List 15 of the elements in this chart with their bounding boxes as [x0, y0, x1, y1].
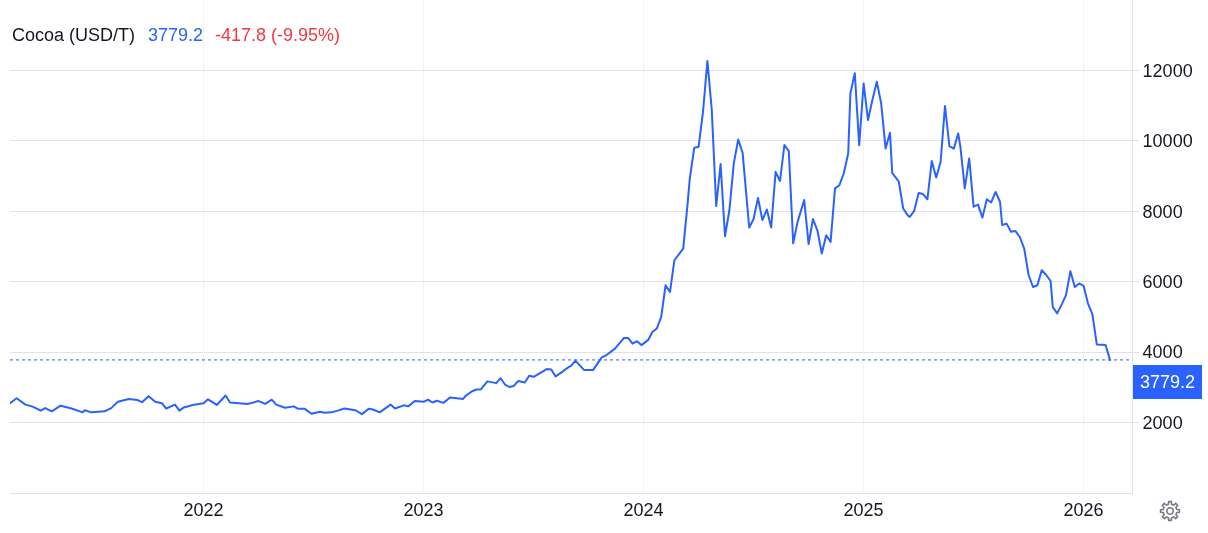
x-tick-label: 2025: [843, 499, 884, 520]
annotation: -417.8 (-9.95%): [215, 25, 341, 45]
y-tick-label: 10000: [1142, 131, 1193, 152]
text: 3779.2: [148, 25, 204, 45]
x-tick-label: 2022: [183, 499, 224, 520]
x-tick-label: 2023: [403, 499, 444, 520]
ref-line-label: 3779.2: [1140, 372, 1196, 392]
y-tick-label: 2000: [1142, 412, 1183, 433]
y-tick-label: 12000: [1142, 60, 1193, 81]
y-tick-label: 8000: [1142, 201, 1183, 222]
y-tick-label: 6000: [1142, 272, 1183, 293]
y-tick-label: 4000: [1142, 342, 1183, 363]
x-tick-label: 2024: [623, 499, 664, 520]
x-tick-label: 2026: [1063, 499, 1104, 520]
text: Cocoa (USD/T): [12, 25, 136, 46]
